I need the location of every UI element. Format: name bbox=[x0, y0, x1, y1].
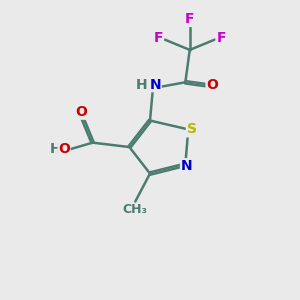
Text: H: H bbox=[50, 142, 61, 155]
Text: O: O bbox=[206, 78, 218, 92]
Text: O: O bbox=[75, 105, 87, 119]
Text: H: H bbox=[136, 78, 148, 92]
Text: F: F bbox=[154, 31, 163, 45]
Text: CH₃: CH₃ bbox=[123, 203, 148, 216]
Text: F: F bbox=[185, 12, 194, 26]
Text: N: N bbox=[149, 78, 161, 92]
Text: F: F bbox=[217, 31, 226, 45]
Text: O: O bbox=[58, 142, 70, 155]
Text: N: N bbox=[181, 159, 193, 173]
Text: S: S bbox=[187, 122, 197, 136]
